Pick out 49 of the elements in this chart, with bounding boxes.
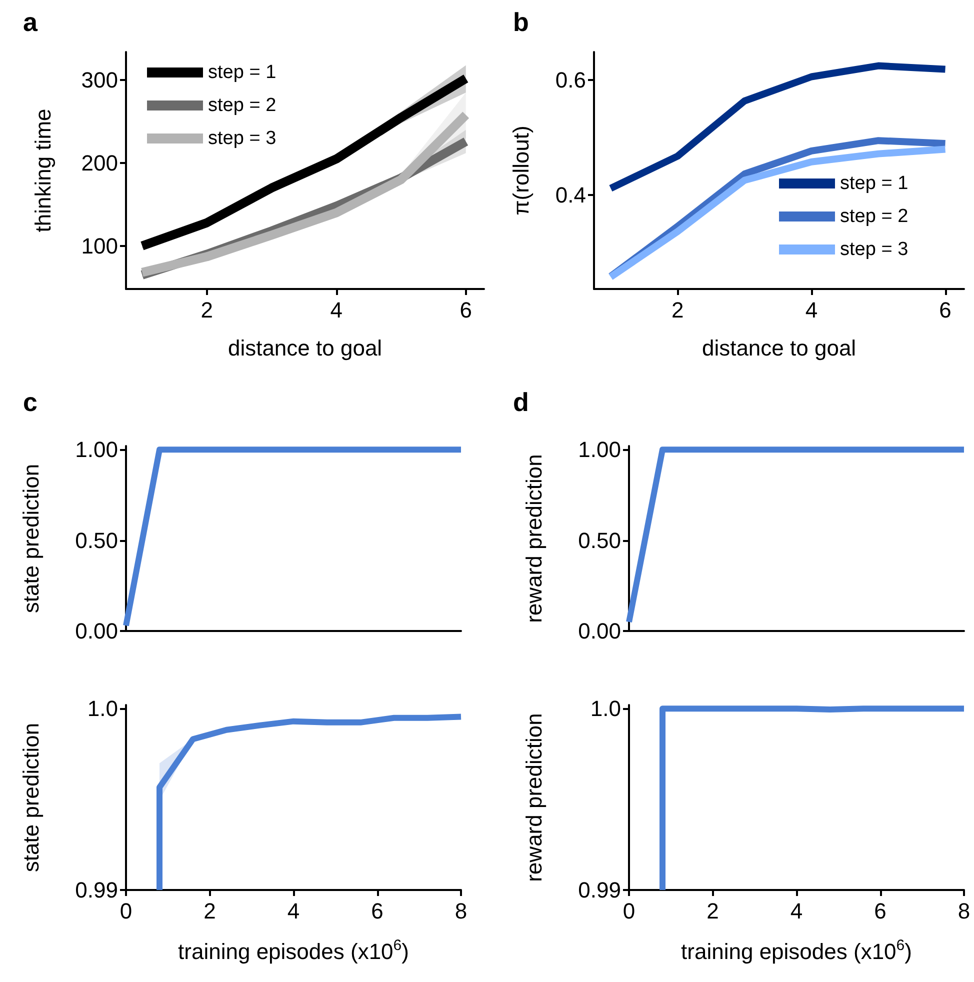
y-tick-label: 1.00 [75, 437, 118, 462]
x-tick-label: 4 [805, 298, 818, 322]
y-axis-title: reward prediction [522, 713, 546, 882]
legend-label: step = 2 [840, 206, 908, 227]
y-tick-label: 1.0 [590, 696, 621, 722]
x-axis-title: distance to goal [702, 336, 856, 360]
x-tick-label: 6 [371, 898, 384, 924]
x-tick-label: 8 [454, 898, 468, 924]
y-tick-label: 300 [81, 68, 118, 93]
y-tick-label: 0.50 [578, 528, 621, 553]
x-tick-label: 2 [706, 898, 719, 924]
x-tick-label: 2 [204, 898, 216, 924]
y-axis-title: thinking time [30, 108, 56, 232]
legend-label: step = 1 [840, 173, 908, 194]
chart-title: a [23, 7, 38, 37]
y-tick-label: 0.99 [578, 878, 621, 902]
legend-label: step = 3 [208, 128, 276, 149]
y-tick-label: 200 [81, 150, 118, 176]
x-tick-label: 4 [287, 898, 300, 924]
y-tick-label: 1.00 [578, 437, 621, 462]
y-tick-label: 0.00 [75, 618, 118, 644]
y-axis-title: state prediction [18, 722, 44, 872]
x-tick-label: 0 [622, 898, 636, 924]
x-tick-label: 8 [958, 898, 970, 924]
x-tick-label: 6 [460, 298, 472, 322]
y-tick-label: 0.4 [555, 182, 586, 208]
chart-title: c [23, 387, 38, 417]
legend-label: step = 2 [208, 95, 276, 116]
y-axis-title: state prediction [18, 464, 44, 614]
legend-label: step = 3 [840, 239, 908, 260]
legend-label: step = 1 [208, 62, 276, 83]
x-tick-label: 4 [790, 898, 803, 924]
x-tick-label: 2 [200, 298, 214, 322]
y-tick-label: 1.0 [87, 696, 118, 722]
x-tick-label: 4 [330, 298, 343, 322]
chart-title: b [513, 7, 529, 37]
y-tick-label: 0.99 [75, 878, 118, 902]
x-tick-label: 2 [672, 298, 684, 322]
y-tick-label: 0.00 [578, 618, 621, 644]
y-tick-label: 0.50 [75, 528, 118, 553]
chart-title: d [513, 387, 529, 417]
y-tick-label: 100 [81, 233, 118, 258]
y-tick-label: 0.6 [555, 68, 586, 93]
y-axis-title: π(rollout) [508, 126, 534, 216]
x-tick-label: 6 [874, 898, 886, 924]
y-axis-title: reward prediction [522, 454, 546, 623]
x-axis-title: distance to goal [228, 336, 382, 360]
x-tick-label: 6 [939, 298, 952, 322]
x-tick-label: 0 [120, 898, 132, 924]
